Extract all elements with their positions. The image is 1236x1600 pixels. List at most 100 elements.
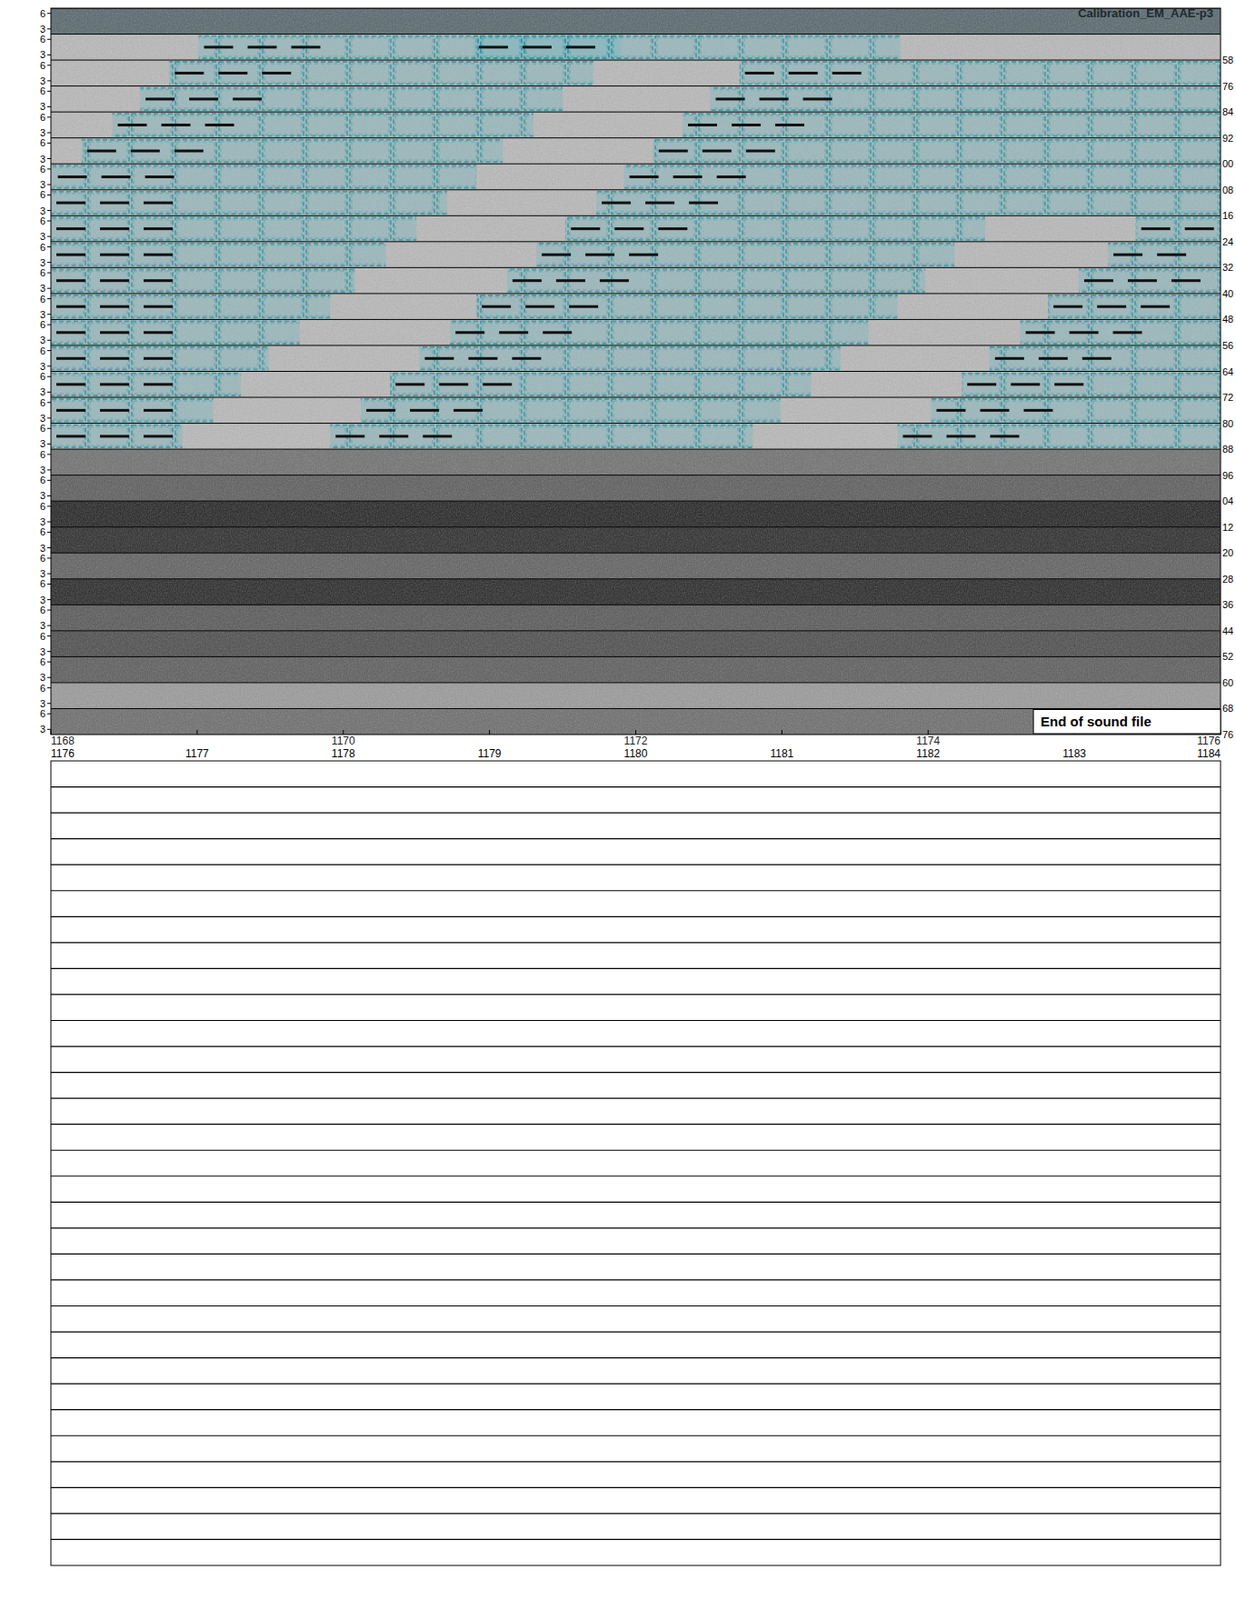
detection-band: [360, 398, 781, 423]
detection-fill: [169, 60, 594, 86]
detection-band: [50, 346, 270, 371]
y-tick: [47, 598, 51, 600]
detection-band: [1136, 216, 1221, 241]
spectrogram-row: [50, 707, 1221, 735]
empty-row-line: [50, 1383, 1221, 1385]
tone: [99, 408, 130, 412]
detection-band: [1078, 268, 1221, 293]
x-tick: [635, 729, 637, 735]
empty-row-line: [50, 1512, 1221, 1514]
detection-band: [418, 346, 840, 371]
empty-row-line: [50, 864, 1221, 866]
y-tick: [47, 417, 51, 419]
detection-band: [50, 190, 448, 216]
empty-row-line: [50, 1486, 1221, 1488]
detection-fill: [418, 346, 840, 371]
tone: [56, 357, 86, 360]
tone: [99, 357, 130, 360]
tone: [99, 434, 130, 438]
spectrogram-row: [50, 371, 1221, 399]
detection-fill: [596, 190, 1221, 216]
row-time-label: 24: [1222, 236, 1234, 248]
y-tick: [47, 106, 51, 108]
tone: [657, 227, 688, 230]
y-tick: [47, 236, 51, 238]
plot-area: [50, 8, 1221, 735]
row-border: [50, 448, 1221, 450]
spectrogram-row: [50, 138, 1221, 165]
detection-fill: [50, 294, 330, 319]
detection-boxes: [50, 190, 448, 216]
row-time-label: 58: [1222, 54, 1234, 66]
y-tick-label: 3: [39, 516, 46, 528]
detection-band: [50, 242, 386, 268]
tone: [56, 382, 86, 386]
y-tick-label: 3: [39, 309, 46, 320]
detection-band: [989, 346, 1221, 371]
detection-band: [624, 164, 1221, 190]
tone: [438, 382, 469, 386]
tone: [56, 330, 86, 334]
row-time-label: 76: [1222, 728, 1234, 740]
spectrogram-row: [50, 552, 1221, 579]
x-tick: [342, 729, 344, 735]
y-tick: [47, 365, 51, 367]
spectrogram-row: [50, 604, 1221, 631]
row-time-label: 72: [1222, 391, 1234, 403]
y-tick: [47, 219, 51, 221]
y-tick-label: 6: [39, 137, 46, 149]
noise-texture: [50, 59, 1221, 87]
detection-fill: [624, 164, 1221, 190]
y-tick: [47, 557, 51, 559]
row-time-label: 88: [1222, 443, 1234, 455]
y-tick-label: 3: [39, 179, 46, 190]
annotation-box: [1033, 708, 1221, 734]
detection-band: [112, 112, 534, 138]
y-tick: [47, 468, 51, 470]
tone: [145, 97, 175, 100]
row-time-label: 20: [1222, 547, 1234, 559]
empty-row-line: [50, 786, 1221, 788]
tone: [1141, 227, 1171, 230]
tone: [1023, 408, 1053, 412]
row-border: [50, 111, 1221, 113]
y-tick-label: 3: [39, 489, 46, 501]
noise-texture: [50, 423, 1221, 450]
detection-fill: [50, 398, 214, 423]
tone: [498, 330, 529, 334]
tone: [989, 434, 1019, 438]
detection-band: [1107, 242, 1221, 268]
x-tick-label: 1176: [50, 747, 75, 760]
tone: [1156, 253, 1187, 257]
y-tick: [47, 131, 51, 133]
detection-fill: [1107, 242, 1221, 268]
y-tick: [47, 39, 51, 40]
y-tick-label: 6: [39, 682, 46, 694]
tone: [687, 123, 718, 127]
tone: [189, 97, 219, 100]
row-time-label: 00: [1222, 158, 1234, 170]
tone: [556, 279, 586, 282]
y-tick: [47, 687, 51, 688]
tone: [143, 253, 173, 257]
noise-texture: [50, 293, 1221, 320]
y-tick: [47, 246, 51, 248]
y-tick: [47, 194, 51, 196]
detection-band: [473, 35, 901, 60]
row-border: [50, 215, 1221, 217]
y-tick: [47, 453, 51, 455]
detection-boxes: [473, 35, 901, 60]
y-tick-label: 6: [39, 656, 46, 668]
tone: [232, 97, 262, 100]
row-time-label: 48: [1222, 313, 1234, 325]
y-tick: [47, 79, 51, 81]
x2-tick-label: 1174: [916, 734, 940, 748]
y-tick-label: 3: [39, 619, 46, 631]
noise-texture: [50, 215, 1221, 242]
y-tick-label: 3: [39, 153, 46, 165]
y-tick: [47, 635, 51, 637]
x-tick: [50, 729, 52, 735]
spectrogram-row: [50, 163, 1221, 190]
x-tick-label: 1184: [1196, 747, 1221, 760]
tone: [424, 357, 454, 360]
